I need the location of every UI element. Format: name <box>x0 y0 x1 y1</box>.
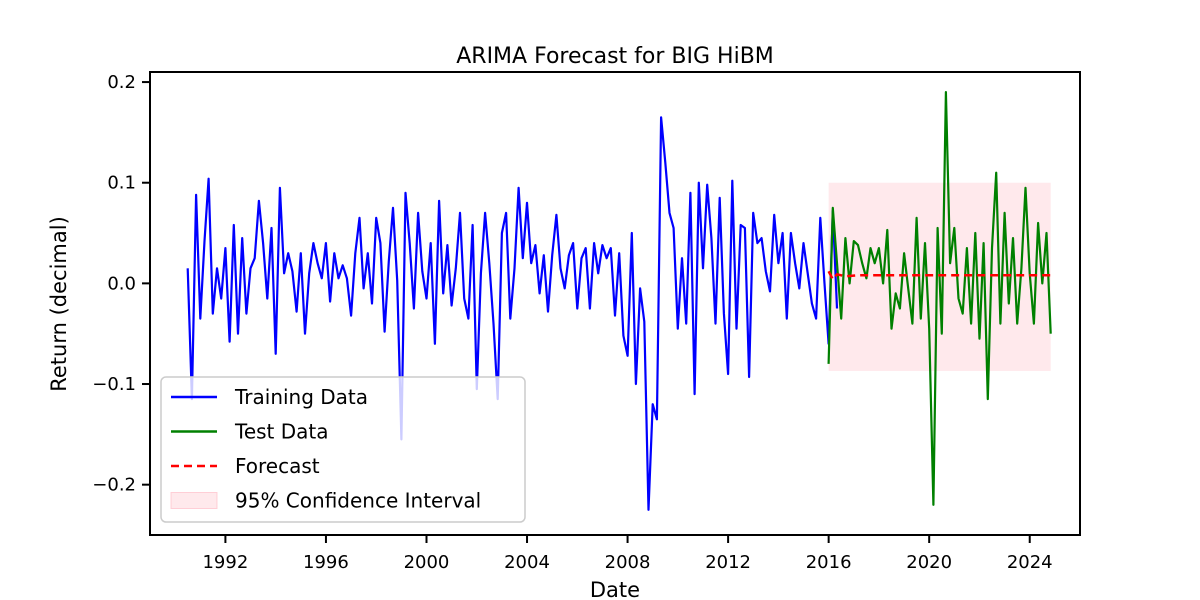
legend-label-training-data: Training Data <box>234 385 368 409</box>
y-tick-label: −0.2 <box>92 475 136 496</box>
x-tick-label: 2020 <box>906 552 952 573</box>
legend-label-95-confidence-interval: 95% Confidence Interval <box>235 489 481 513</box>
legend-box <box>160 376 526 523</box>
y-tick-label: 0.1 <box>107 173 136 194</box>
x-axis-title: Date <box>590 578 640 600</box>
axes-layer: 1992 1996 2000 2004 2008 2012 2016 2020 2024 0.2 0… <box>92 71 1081 573</box>
y-tick-label: −0.1 <box>92 374 136 395</box>
x-tick-label: 2024 <box>1007 552 1053 573</box>
legend-label-test-data: Test Data <box>234 420 329 444</box>
x-tick-label: 2016 <box>806 552 852 573</box>
series-line-training-data <box>186 116 839 511</box>
y-axis-title: Return (decimal) <box>47 216 71 392</box>
x-tick-label: 1996 <box>303 552 349 573</box>
series-layer <box>186 90 1052 511</box>
legend: Training Data Test Data Forecast 95% Confid… <box>160 376 526 523</box>
y-tick-label: 0.0 <box>107 273 136 294</box>
y-tick-label: 0.2 <box>107 72 136 93</box>
x-tick-label: 2008 <box>605 552 651 573</box>
x-tick-label: 2000 <box>404 552 450 573</box>
x-tick-label: 1992 <box>202 552 248 573</box>
series-line-forecast <box>827 270 1051 281</box>
legend-label-forecast: Forecast <box>235 454 320 478</box>
chart-title: ARIMA Forecast for BIG HiBM <box>456 44 774 69</box>
legend-swatch-95-confidence-interval <box>170 492 218 509</box>
x-tick-label: 2004 <box>504 552 550 573</box>
x-tick-label: 2012 <box>705 552 751 573</box>
plot-frame <box>149 71 1081 536</box>
